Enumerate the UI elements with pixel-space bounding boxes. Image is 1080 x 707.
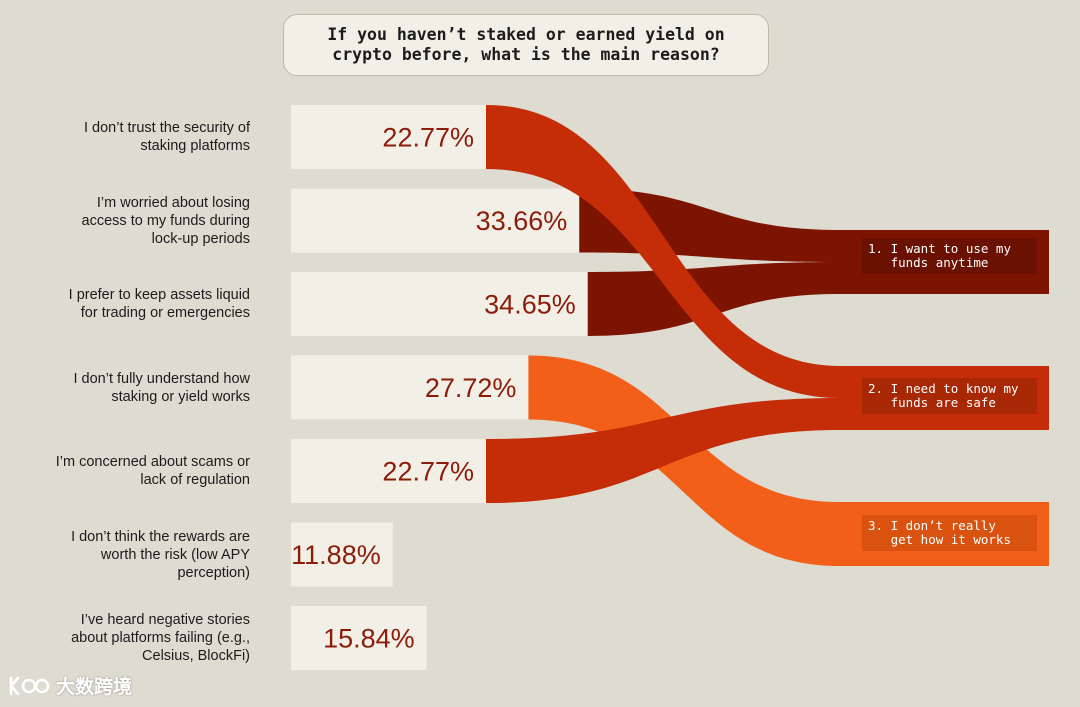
category-label-line: perception) — [177, 564, 250, 581]
value-label-4: 27.72% — [425, 373, 517, 403]
bar-3 — [291, 272, 588, 336]
bar-5 — [291, 439, 486, 503]
group-label-1: 1. I want to use my funds anytime — [862, 238, 1037, 274]
group-label-3: 3. I don’t really get how it works — [862, 515, 1037, 551]
category-label-6: I don’t think the rewards are worth the r… — [0, 528, 250, 582]
category-label-line: for trading or emergencies — [80, 305, 250, 321]
group-label-line: 2. I need to know my — [868, 381, 1019, 396]
category-label-line: lock-up periods — [151, 230, 250, 247]
group-label-line: funds are safe — [868, 395, 996, 410]
kuajing-logo-icon — [9, 676, 50, 695]
bar-4 — [291, 355, 529, 420]
category-label-line: staking platforms — [140, 138, 250, 154]
group-label-2: 2. I need to know my funds are safe — [862, 378, 1037, 414]
flow-bar-4-to-group-3 — [528, 355, 840, 566]
category-label-3: I prefer to keep assets liquid for tradin… — [0, 286, 250, 322]
category-label-line: I don’t think the rewards are — [71, 528, 250, 545]
category-label-7: I’ve heard negative stories about platfor… — [0, 611, 250, 665]
group-label-line: 3. I don’t really — [868, 518, 996, 533]
category-label-2: I’m worried about losing access to my fun… — [0, 194, 250, 248]
flow-bar-1-to-group-2 — [486, 105, 840, 398]
category-label-line: Celsius, BlockFi) — [142, 648, 250, 664]
chart-title: If you haven’t staked or earned yield on… — [283, 14, 769, 76]
category-label-line: I’ve heard negative stories — [80, 612, 250, 628]
category-label-line: I’m worried about losing — [96, 194, 250, 211]
bar-2 — [291, 188, 580, 253]
category-label-line: I prefer to keep assets liquid — [68, 287, 250, 303]
bar-1 — [291, 105, 486, 169]
category-label-line: access to my funds during — [81, 212, 250, 229]
flow-bar-3-to-group-1 — [587, 262, 840, 336]
category-label-4: I don’t fully understand how staking or y… — [0, 370, 250, 406]
value-label-1: 22.77% — [382, 123, 474, 153]
brand-text: 大数跨境 — [56, 677, 133, 698]
brand-watermark: 大数跨境 — [8, 672, 132, 699]
category-label-5: I’m concerned about scams or lack of regu… — [0, 453, 250, 489]
value-label-5: 22.77% — [382, 457, 474, 487]
category-label-line: I don’t fully understand how — [73, 370, 250, 387]
group-label-line: 1. I want to use my — [868, 241, 1011, 256]
value-label-3: 34.65% — [484, 290, 576, 320]
bar-6 — [291, 522, 393, 587]
category-label-line: I’m concerned about scams or — [55, 454, 250, 470]
bar-7 — [291, 606, 427, 670]
category-label-line: worth the risk (low APY — [100, 546, 250, 563]
value-label-2: 33.66% — [476, 206, 568, 236]
category-label-line: lack of regulation — [140, 472, 250, 488]
category-label-line: I don’t trust the security of — [83, 120, 250, 136]
value-label-7: 15.84% — [323, 624, 415, 654]
value-label-6: 11.88% — [291, 540, 381, 570]
group-label-line: get how it works — [868, 532, 1011, 547]
category-label-line: staking or yield works — [111, 388, 250, 405]
group-label-line: funds anytime — [868, 255, 989, 270]
category-label-1: I don’t trust the security of staking pla… — [0, 119, 250, 155]
flow-bar-5-to-group-2 — [486, 398, 840, 503]
category-label-line: about platforms failing (e.g., — [71, 630, 250, 646]
